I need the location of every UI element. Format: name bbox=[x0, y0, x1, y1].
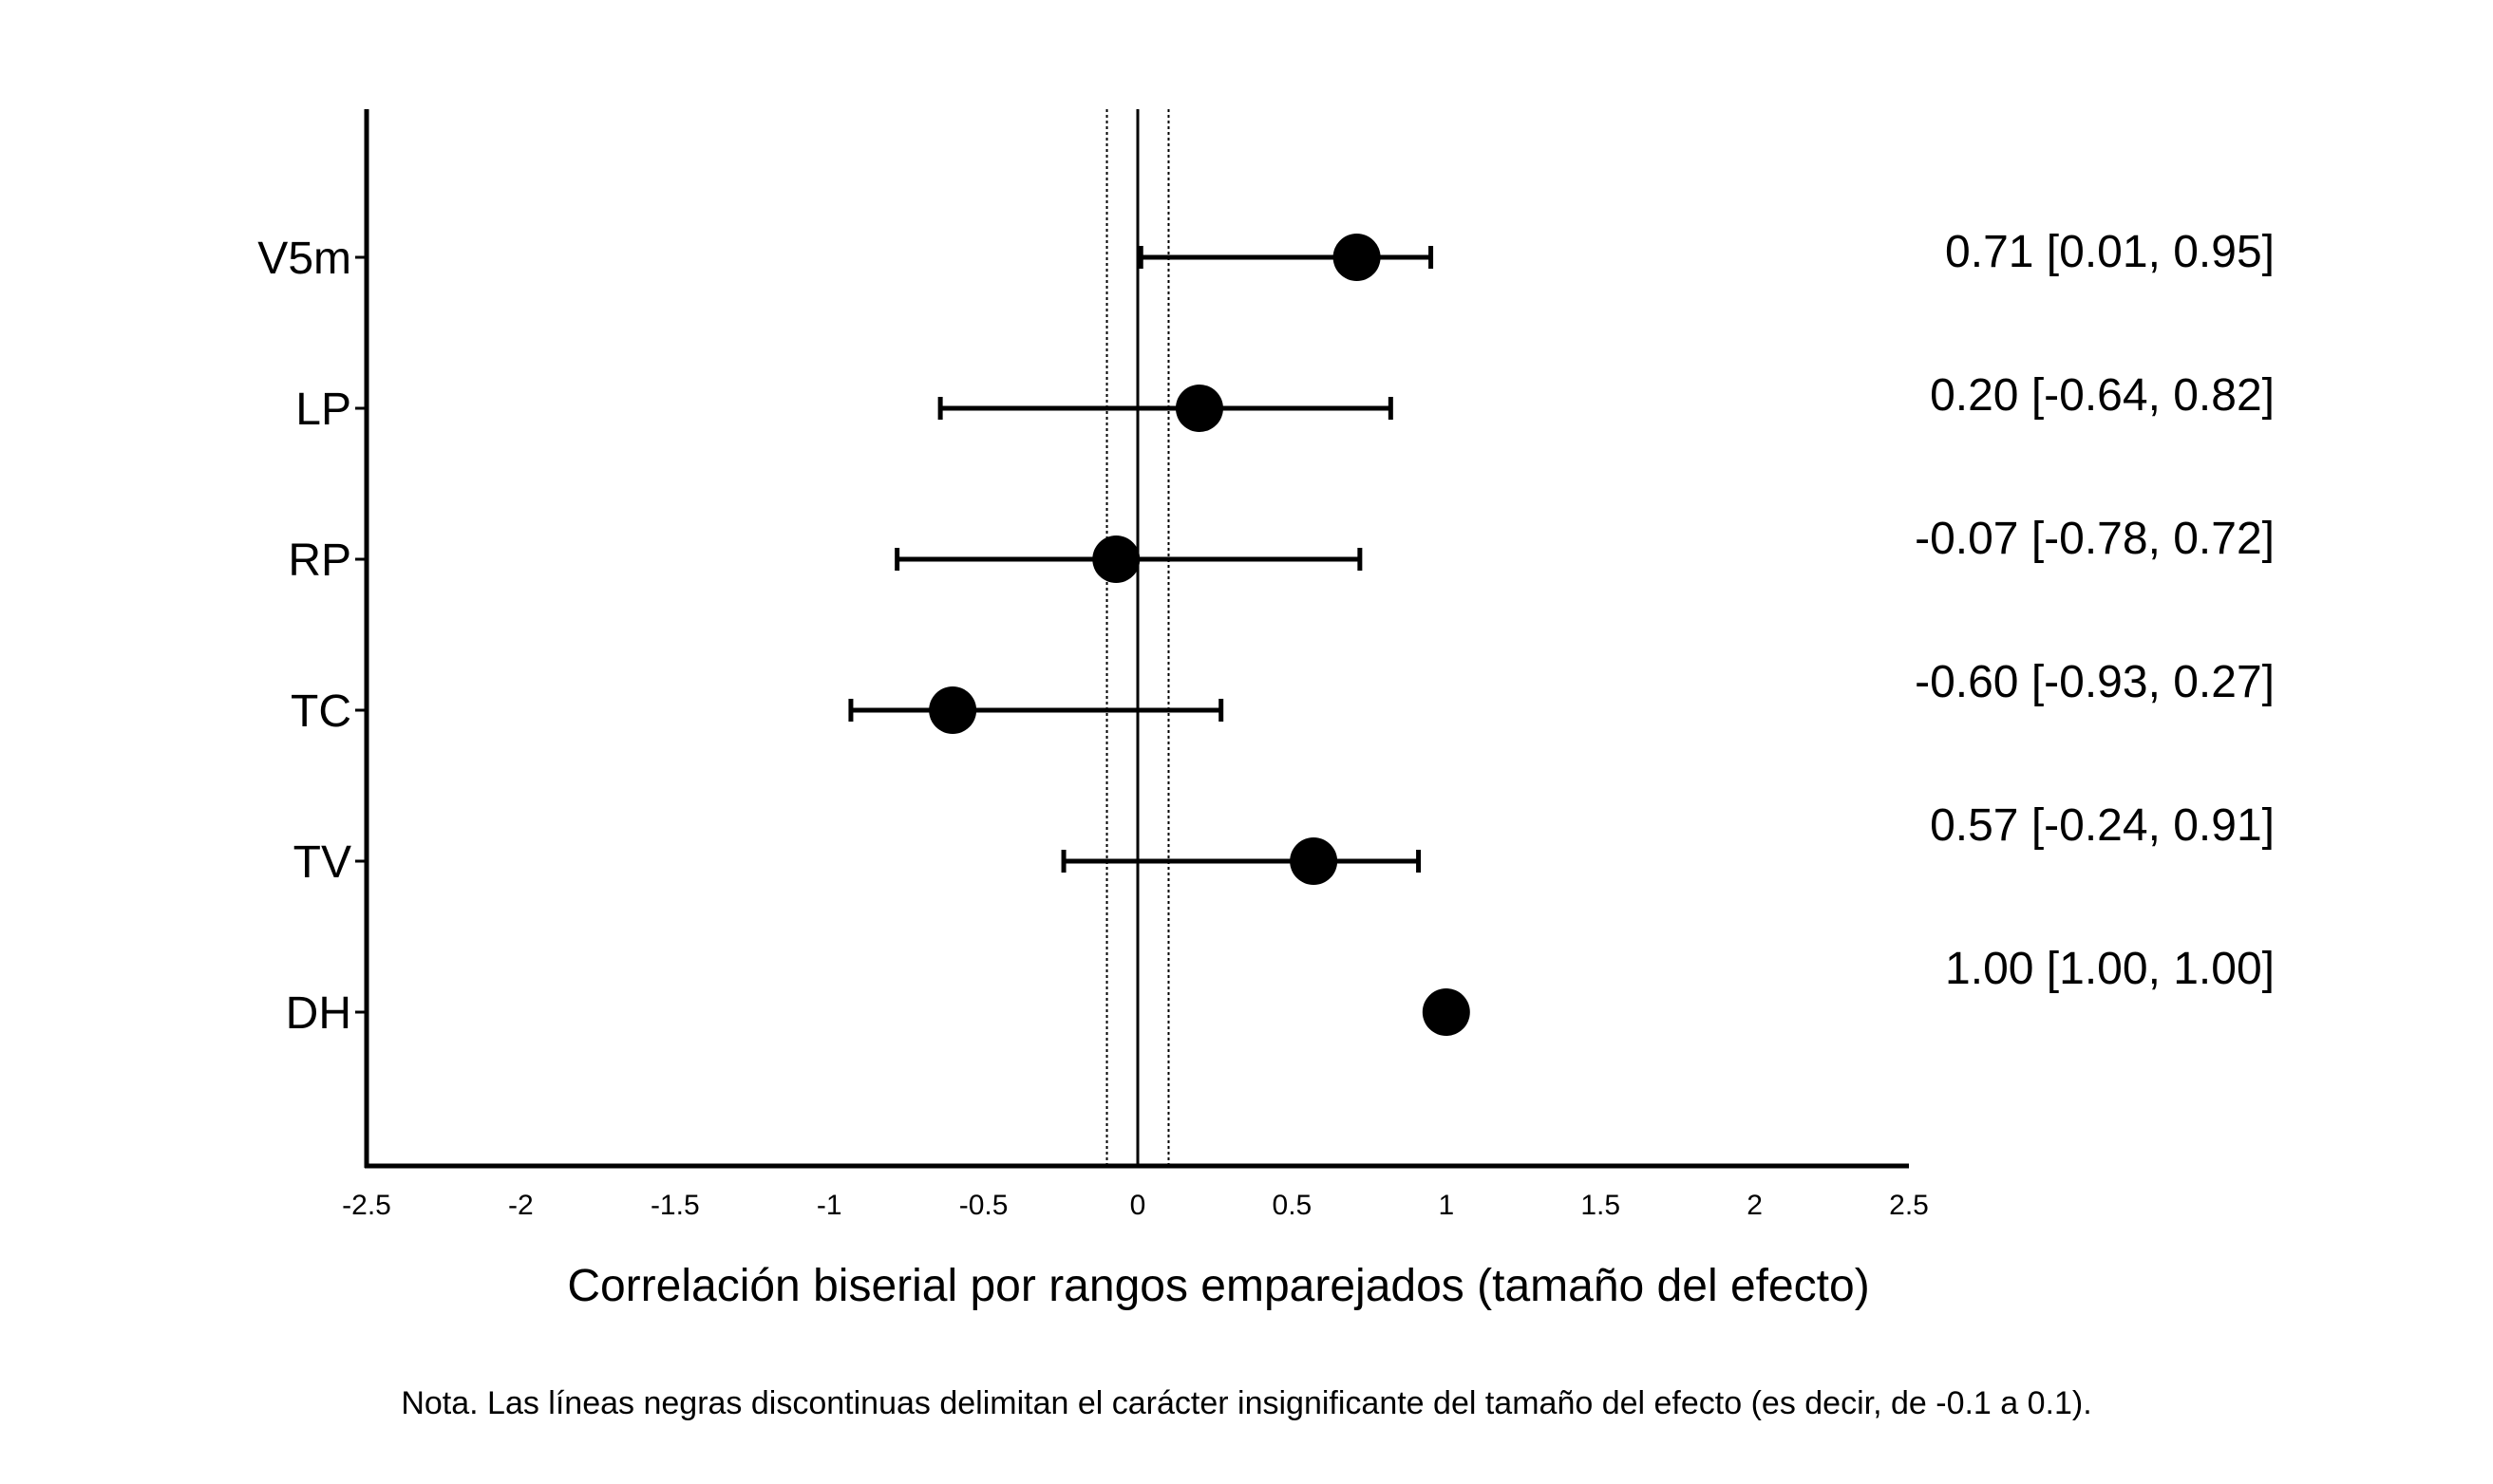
estimate-point bbox=[1290, 837, 1338, 885]
estimate-point bbox=[1332, 234, 1381, 281]
x-tick-label: 2.5 bbox=[1889, 1190, 1929, 1221]
x-tick-label: 0.5 bbox=[1273, 1190, 1313, 1221]
estimate-point bbox=[1422, 988, 1470, 1036]
x-tick-label: 1 bbox=[1438, 1190, 1454, 1221]
forest-row-rp: RP bbox=[288, 535, 1363, 586]
forest-row-v5m: V5m bbox=[257, 234, 1434, 284]
x-tick-label: -2 bbox=[508, 1190, 534, 1221]
axes bbox=[364, 109, 1909, 1169]
x-tick-label: -2.5 bbox=[342, 1190, 391, 1221]
estimate-annotation: 0.71 [0.01, 0.95] bbox=[1945, 227, 2275, 277]
x-tick-label: -0.5 bbox=[959, 1190, 1009, 1221]
forest-rows: V5m LP RP TC TV DH bbox=[257, 234, 1470, 1039]
category-label: V5m bbox=[257, 234, 351, 284]
figure-note: Nota. Las líneas negras discontinuas del… bbox=[401, 1385, 2092, 1421]
forest-row-tc: TC bbox=[291, 686, 1224, 737]
category-label: DH bbox=[286, 988, 351, 1039]
category-label: TC bbox=[291, 686, 351, 737]
forest-row-lp: LP bbox=[295, 385, 1393, 435]
reference-lines bbox=[1105, 109, 1170, 1166]
estimate-annotation: -0.60 [-0.93, 0.27] bbox=[1915, 657, 2275, 707]
x-ticks: -2.5 -2 -1.5 -1 -0.5 0 0.5 1 1.5 2 2.5 bbox=[342, 1190, 1929, 1221]
forest-row-dh: DH bbox=[286, 988, 1470, 1039]
x-tick-label: 0 bbox=[1130, 1190, 1146, 1221]
estimate-annotation: 0.57 [-0.24, 0.91] bbox=[1930, 800, 2275, 851]
category-label: TV bbox=[293, 837, 351, 888]
estimate-annotation: -0.07 [-0.78, 0.72] bbox=[1915, 514, 2275, 564]
x-tick-label: 2 bbox=[1747, 1190, 1763, 1221]
category-label: LP bbox=[295, 385, 351, 435]
category-label: RP bbox=[288, 535, 351, 586]
x-tick-label: -1 bbox=[817, 1190, 842, 1221]
estimate-point bbox=[1092, 535, 1141, 583]
estimate-annotations: 0.71 [0.01, 0.95] 0.20 [-0.64, 0.82] -0.07… bbox=[1915, 227, 2275, 994]
x-tick-label: -1.5 bbox=[651, 1190, 700, 1221]
estimate-annotation: 0.20 [-0.64, 0.82] bbox=[1930, 370, 2275, 421]
x-axis-label: Correlación biserial por rangos empareja… bbox=[567, 1261, 1869, 1311]
estimate-point bbox=[1175, 385, 1223, 432]
estimate-annotation: 1.00 [1.00, 1.00] bbox=[1945, 944, 2275, 994]
estimate-point bbox=[929, 686, 977, 734]
x-tick-label: 1.5 bbox=[1580, 1190, 1620, 1221]
forest-row-tv: TV bbox=[293, 837, 1422, 888]
